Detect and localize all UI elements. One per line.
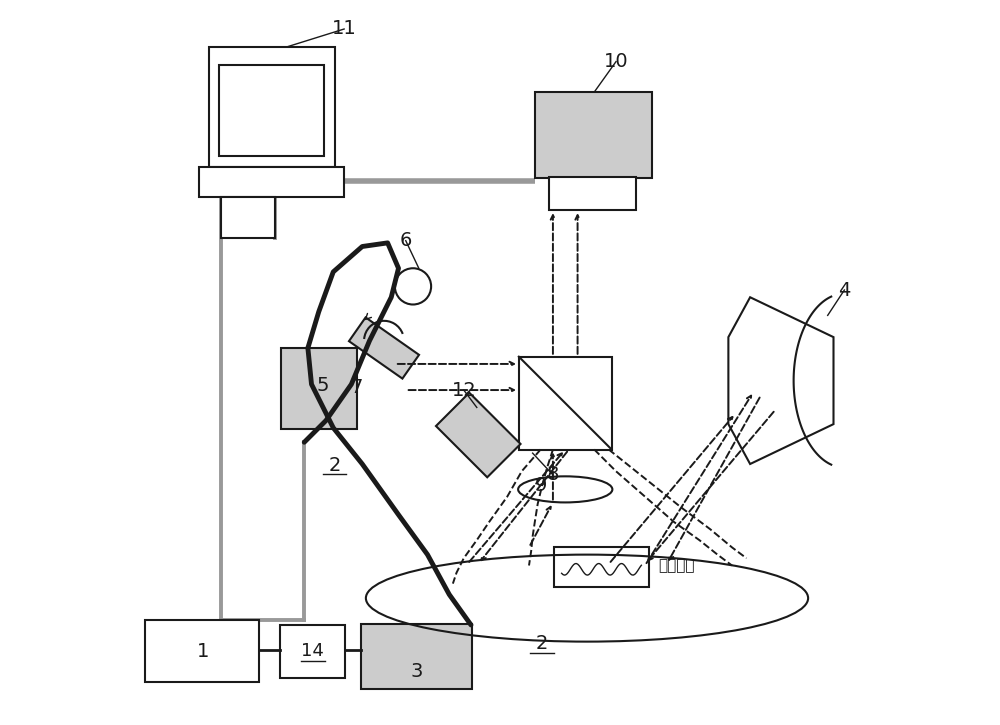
Text: 10: 10 (604, 52, 628, 71)
Text: 8: 8 (547, 465, 559, 484)
Text: 1: 1 (197, 642, 209, 660)
Text: 2: 2 (329, 456, 341, 475)
Text: 12: 12 (451, 381, 476, 399)
Bar (221, 197, 275, 238)
Text: 4: 4 (838, 281, 851, 299)
Text: 14: 14 (301, 642, 324, 660)
Bar (554, 547, 649, 587)
Bar (219, 65, 324, 156)
Polygon shape (436, 393, 521, 477)
Text: 9: 9 (534, 476, 547, 495)
Text: 5: 5 (316, 376, 329, 395)
Bar (549, 177, 636, 210)
Text: 7: 7 (350, 378, 363, 397)
Bar (145, 620, 259, 682)
Bar (199, 167, 344, 197)
Polygon shape (349, 318, 419, 378)
Bar (280, 625, 345, 678)
Text: 3: 3 (410, 662, 423, 681)
Text: 被测物体: 被测物体 (658, 558, 695, 573)
Bar (535, 92, 652, 178)
Text: 2: 2 (536, 634, 548, 652)
Bar (281, 348, 357, 429)
Bar (519, 357, 612, 450)
Text: 6: 6 (400, 231, 412, 250)
Bar (361, 624, 472, 689)
Bar (209, 47, 335, 167)
Text: 11: 11 (332, 20, 356, 38)
